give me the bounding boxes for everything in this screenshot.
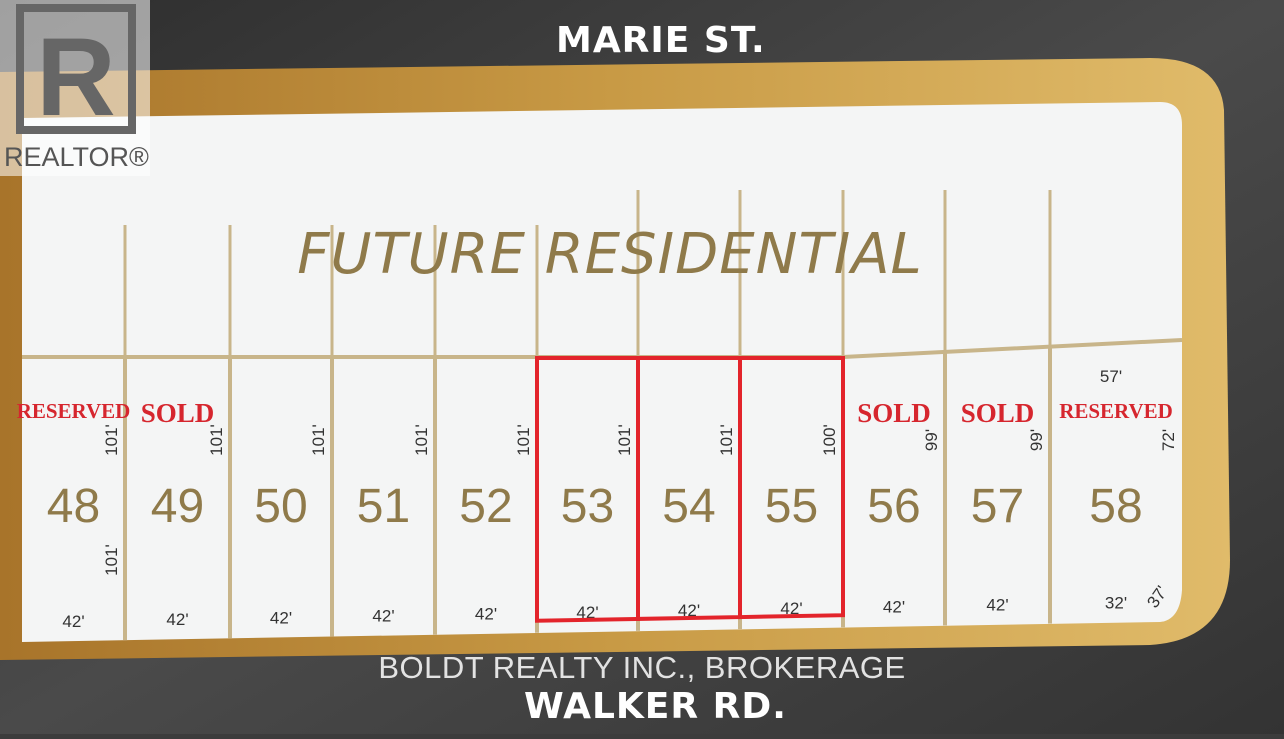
- lot-depth: 101': [615, 424, 634, 456]
- lot-number: 49: [151, 480, 204, 533]
- future-residential-label: FUTURE RESIDENTIAL: [297, 222, 922, 287]
- realtor-logo: R REALTOR®: [0, 0, 150, 176]
- lot-frontage: 42': [270, 608, 292, 627]
- lot-number: 57: [971, 480, 1024, 533]
- lot-frontage: 42': [780, 599, 802, 618]
- lot-depth: 101': [102, 544, 121, 576]
- lot-depth: 99': [922, 429, 941, 451]
- lot-depth: 101': [309, 424, 328, 456]
- lot-status-reserved: RESERVED: [1059, 399, 1173, 423]
- lot-frontage: 42': [475, 605, 497, 624]
- svg-text:R: R: [36, 16, 115, 139]
- highlighted-lot-outline: [738, 356, 845, 620]
- lot-number: 48: [47, 480, 100, 533]
- realtor-r-icon: R: [16, 4, 136, 139]
- lot-frontage: 42': [883, 597, 905, 616]
- lot-number: 53: [561, 480, 614, 533]
- lot-frontage: 42': [678, 601, 700, 620]
- lot-number: 58: [1089, 480, 1142, 533]
- lot-status-sold: SOLD: [857, 398, 931, 428]
- lot-number: 52: [459, 480, 512, 533]
- lot-frontage: 42': [576, 603, 598, 622]
- lot-frontage: 42': [986, 595, 1008, 614]
- lot-status-sold: SOLD: [961, 398, 1035, 428]
- street-name-south: WALKER RD.: [524, 686, 787, 727]
- lot-frontage: 42': [372, 606, 394, 625]
- lot-rear-width: 57': [1100, 367, 1122, 386]
- lot-depth: 101': [717, 424, 736, 456]
- realtor-logo-text: REALTOR®: [4, 142, 149, 172]
- lot-status-sold: SOLD: [141, 398, 215, 428]
- lot-depth: 101': [514, 424, 533, 456]
- land-parcel: [22, 102, 1182, 642]
- lot-number: 55: [765, 480, 818, 533]
- street-name-north: MARIE ST.: [556, 20, 766, 61]
- lot-number: 51: [357, 480, 410, 533]
- lot-number: 50: [254, 480, 307, 533]
- brokerage-watermark: BOLDT REALTY INC., BROKERAGE: [378, 650, 906, 685]
- lot-number: 54: [662, 480, 715, 533]
- lot-number: 56: [867, 480, 920, 533]
- lot-frontage: 42': [166, 610, 188, 629]
- lot-frontage: 42': [62, 612, 84, 631]
- lot-depth: 72': [1159, 429, 1178, 451]
- lot-depth: 100': [820, 424, 839, 456]
- lot-depth: 101': [207, 424, 226, 456]
- lot-depth: 101': [102, 424, 121, 456]
- lot-depth: 101': [412, 424, 431, 456]
- lot-frontage: 32': [1105, 593, 1127, 612]
- lot-depth: 99': [1027, 429, 1046, 451]
- lot-status-reserved: RESERVED: [17, 399, 131, 423]
